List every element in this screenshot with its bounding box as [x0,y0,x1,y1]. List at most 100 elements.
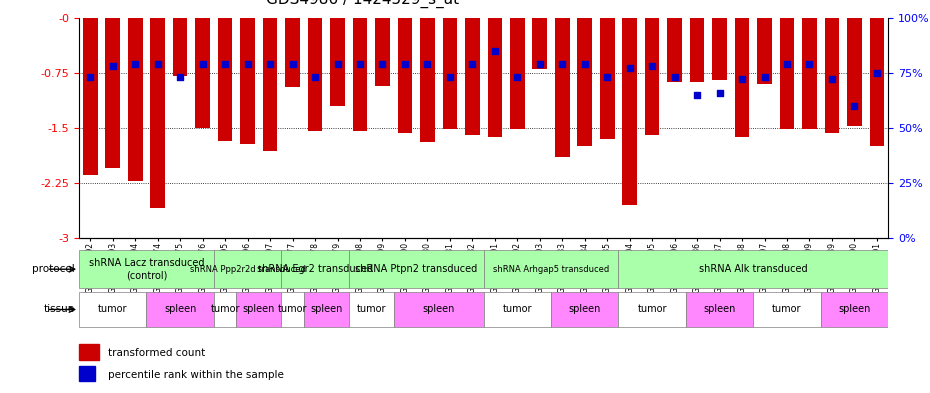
Bar [465,18,480,135]
Bar [263,18,277,151]
Point [735,76,750,83]
Bar [83,18,98,175]
Bar [847,18,862,126]
Point [127,61,142,67]
Bar [533,18,547,69]
Bar [151,18,165,208]
Point [151,61,166,67]
Bar [735,18,750,136]
Bar [712,18,727,80]
Text: spleen: spleen [568,305,601,314]
Bar [578,18,592,146]
Text: shRNA Ptpn2 transduced: shRNA Ptpn2 transduced [355,264,477,274]
Bar [105,18,120,168]
Point [487,48,502,54]
Text: spleen: spleen [243,305,275,314]
Bar [484,250,618,288]
Bar [487,18,502,136]
Bar [375,18,390,86]
Point [83,74,98,80]
Bar [281,292,304,327]
Bar [218,18,232,141]
Bar [870,18,884,146]
Bar [79,344,99,360]
Bar [304,292,349,327]
Bar [330,18,345,106]
Bar [352,18,367,131]
Point [218,61,232,67]
Bar [753,292,820,327]
Point [690,92,705,98]
Bar [803,18,817,129]
Point [173,74,188,80]
Bar [757,18,772,84]
Point [308,74,323,80]
Text: tumor: tumor [98,305,127,314]
Bar [393,292,484,327]
Text: spleen: spleen [703,305,736,314]
Point [510,74,525,80]
Bar [173,18,188,76]
Text: tissue: tissue [44,305,74,314]
Bar [240,18,255,144]
Point [555,61,570,67]
Text: spleen: spleen [838,305,870,314]
Bar [484,292,551,327]
Bar [214,250,281,288]
Text: tumor: tumor [210,305,240,314]
Bar [685,292,753,327]
Bar [398,18,412,133]
Bar [825,18,839,133]
Bar [555,18,569,157]
Text: tumor: tumor [356,305,386,314]
Point [105,63,120,69]
Text: shRNA Egr2 transduced: shRNA Egr2 transduced [257,264,373,274]
Text: shRNA Lacz transduced
(control): shRNA Lacz transduced (control) [88,259,205,280]
Point [622,65,637,72]
Point [420,61,435,67]
Point [667,74,682,80]
Text: tumor: tumor [278,305,307,314]
Bar [618,250,888,288]
Bar [236,292,281,327]
Point [802,61,817,67]
Point [286,61,300,67]
Bar [79,250,214,288]
Point [465,61,480,67]
Point [262,61,277,67]
Point [240,61,255,67]
Point [375,61,390,67]
Bar [668,18,682,82]
Bar [349,250,484,288]
Text: transformed count: transformed count [108,348,206,358]
Text: tumor: tumor [772,305,802,314]
Bar [600,18,615,139]
Point [532,61,547,67]
Point [870,70,884,76]
Bar [349,292,393,327]
Bar [644,18,659,135]
Point [330,61,345,67]
Bar [79,292,147,327]
Bar [820,292,888,327]
Point [397,61,412,67]
Bar [147,292,214,327]
Point [757,74,772,80]
Bar [551,292,618,327]
Point [644,63,659,69]
Point [578,61,592,67]
Text: spleen: spleen [164,305,196,314]
Bar [779,18,794,129]
Point [712,89,727,95]
Text: shRNA Ppp2r2d transduced: shRNA Ppp2r2d transduced [190,265,306,274]
Text: spleen: spleen [310,305,342,314]
Point [443,74,458,80]
Point [847,103,862,109]
Text: tumor: tumor [637,305,667,314]
Bar [308,18,323,131]
Bar [622,18,637,205]
Bar [128,18,142,181]
Bar [286,18,299,87]
Bar [443,18,458,129]
Bar [79,366,95,381]
